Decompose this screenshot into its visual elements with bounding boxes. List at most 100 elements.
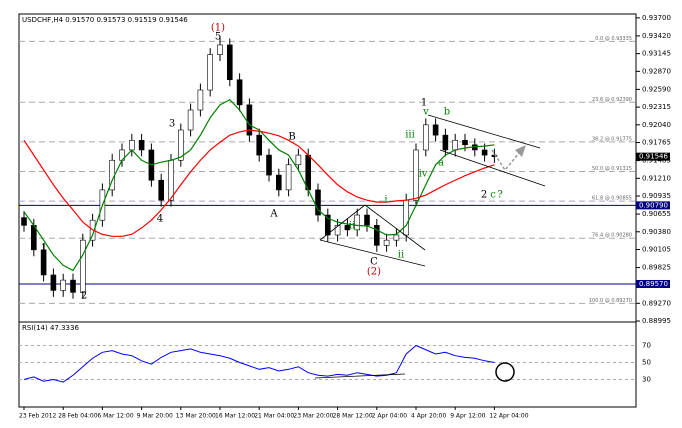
y-tick-label: 0.90655	[642, 210, 671, 218]
main-panel	[18, 13, 637, 323]
y-tick-label: 0.93420	[642, 32, 671, 40]
candle-body	[60, 279, 67, 291]
last-price-box	[636, 152, 670, 161]
y-tick-label: 70	[642, 342, 651, 350]
trend-line	[427, 114, 541, 149]
wave-label: 2	[481, 190, 487, 201]
x-tick-label: 28 Mar 12:00	[333, 413, 373, 420]
candle-body	[354, 214, 361, 231]
trend-line	[439, 149, 546, 187]
x-tick-label: 12 Apr 04:00	[489, 413, 528, 420]
candle-body	[383, 239, 390, 246]
x-tick-label: 6 Mar 12:00	[97, 413, 133, 420]
last-price-label: 0.91546	[639, 153, 668, 161]
x-tick-label: 9 Apr 12:00	[450, 413, 485, 420]
rsi-panel	[18, 321, 637, 408]
plot: USDCHF,H4 0.91570 0.91573 0.91519 0.9154…	[19, 14, 671, 420]
trend-line	[319, 204, 366, 241]
wave-label: 1	[41, 243, 47, 254]
trend-line	[319, 239, 426, 267]
candle-body	[324, 214, 331, 236]
trend-lines	[314, 114, 546, 379]
candle-body	[187, 109, 194, 131]
x-tick-label: 16 Mar 12:00	[215, 413, 255, 420]
candle-body	[80, 239, 86, 293]
x-tick-label: 23 Mar 20:00	[293, 413, 333, 420]
y-tick-label: 0.91210	[642, 174, 671, 182]
y-tick-label: 0.91765	[642, 139, 671, 147]
projection-arrows	[491, 145, 526, 172]
x-tick-label: 23 Feb 2012	[19, 413, 57, 420]
wave-label: (2)	[367, 267, 381, 278]
candle-body	[344, 225, 351, 231]
wave-label: ii	[398, 250, 404, 261]
x-tick-label: 4 Apr 20:00	[411, 413, 446, 420]
candle-body	[178, 129, 184, 161]
wave-label: b	[444, 107, 450, 118]
wave-label: iv	[419, 169, 428, 180]
candle-body	[207, 54, 213, 91]
candle-body	[295, 154, 302, 166]
candle-body	[422, 124, 429, 151]
candle-body	[21, 217, 27, 226]
arrow-head	[515, 145, 526, 157]
rsi-title: RSI(14) 47.3336	[22, 324, 79, 332]
candle-body	[334, 225, 341, 236]
y-tick-label: 0.92590	[642, 85, 671, 93]
highlight-circle	[495, 362, 515, 382]
candle-body	[70, 279, 76, 293]
candle-body	[158, 179, 164, 201]
trend-line	[314, 373, 406, 379]
y-tick-label: 0.92870	[642, 67, 671, 75]
fib-label: 50.0 @ 0.91315	[592, 166, 632, 172]
fib-label: 76.4 @ 0.90280	[592, 233, 632, 239]
wave-label: C	[370, 257, 378, 268]
chart-title: USDCHF,H4 0.91570 0.91573 0.91519 0.9154…	[22, 16, 188, 24]
wave-label: (1)	[211, 23, 225, 34]
wave-label: 5	[215, 32, 221, 43]
candle-body	[305, 154, 312, 191]
rsi-line	[23, 344, 495, 383]
wave-label: c	[490, 190, 496, 201]
y-tick-label: 0.89825	[642, 264, 671, 272]
moving-average	[23, 129, 495, 237]
y-tick-label: 0.93145	[642, 50, 671, 58]
fib-label: 23.6 @ 0.92390	[592, 97, 632, 103]
wave-label: a	[438, 158, 444, 169]
y-tick-label: 0.90935	[642, 192, 671, 200]
price-box	[636, 279, 670, 288]
candle-body	[275, 174, 282, 191]
y-tick-label: 0.93700	[642, 14, 671, 22]
fib-label: 0.0 @ 0.93335	[595, 36, 632, 42]
price-label: 0.90790	[639, 201, 668, 209]
candle-body	[481, 149, 488, 156]
wave-label: B	[288, 132, 295, 143]
candle-body	[462, 139, 468, 146]
wave-label: 3	[169, 119, 175, 130]
trend-line	[364, 204, 426, 251]
price-box	[636, 201, 670, 210]
candle-body	[452, 139, 459, 151]
candle-body	[129, 139, 135, 151]
candle-body	[364, 214, 370, 226]
y-tick-label: 0.88995	[642, 317, 671, 325]
candle-body	[197, 89, 204, 111]
x-tick-label: 21 Mar 04:00	[254, 413, 294, 420]
y-tick-label: 50	[642, 359, 651, 367]
x-tick-label: 9 Mar 20:00	[137, 413, 173, 420]
wave-label: 2	[81, 291, 87, 302]
wave-label: ii	[349, 221, 355, 232]
y-tick-label: 0.89270	[642, 299, 671, 307]
candle-body	[227, 44, 233, 81]
candle-body	[285, 164, 292, 191]
price-label: 0.89570	[639, 280, 668, 288]
y-tick-label: 0.92040	[642, 121, 671, 129]
wave-label: iii	[405, 130, 415, 141]
candle-body	[315, 189, 321, 216]
x-tick-label: 13 Mar 20:00	[176, 413, 216, 420]
candle-body	[266, 154, 272, 176]
fib-label: 61.8 @ 0.90855	[592, 196, 632, 202]
moving-average	[23, 98, 495, 272]
candle-body	[432, 124, 439, 136]
